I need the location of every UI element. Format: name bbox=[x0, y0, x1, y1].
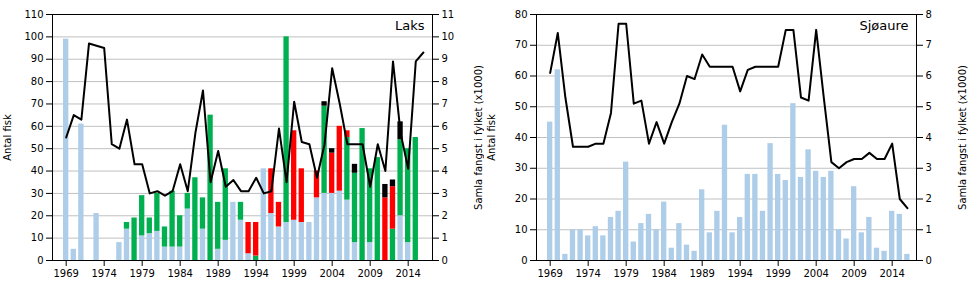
svg-text:9: 9 bbox=[442, 53, 448, 64]
svg-text:1989: 1989 bbox=[689, 268, 714, 279]
svg-text:0: 0 bbox=[442, 255, 448, 266]
svg-text:0: 0 bbox=[926, 255, 932, 266]
svg-text:20: 20 bbox=[31, 210, 44, 221]
svg-text:5: 5 bbox=[926, 101, 932, 112]
svg-text:4: 4 bbox=[442, 165, 448, 176]
svg-text:40: 40 bbox=[515, 132, 528, 143]
svg-text:30: 30 bbox=[31, 188, 44, 199]
svg-text:8: 8 bbox=[926, 9, 932, 20]
svg-text:30: 30 bbox=[515, 162, 528, 173]
svg-text:2004: 2004 bbox=[319, 268, 344, 279]
svg-text:70: 70 bbox=[515, 39, 528, 50]
svg-text:0: 0 bbox=[37, 255, 43, 266]
svg-text:1984: 1984 bbox=[651, 268, 676, 279]
svg-text:7: 7 bbox=[926, 39, 932, 50]
svg-text:70: 70 bbox=[31, 98, 44, 109]
svg-text:1979: 1979 bbox=[129, 268, 154, 279]
svg-text:2: 2 bbox=[442, 210, 448, 221]
svg-text:1999: 1999 bbox=[765, 268, 790, 279]
svg-text:80: 80 bbox=[515, 9, 528, 20]
svg-text:7: 7 bbox=[442, 98, 448, 109]
svg-text:1984: 1984 bbox=[167, 268, 192, 279]
svg-text:Laks: Laks bbox=[395, 18, 425, 33]
svg-text:90: 90 bbox=[31, 53, 44, 64]
svg-text:0: 0 bbox=[521, 255, 527, 266]
svg-text:11: 11 bbox=[442, 9, 455, 20]
svg-text:60: 60 bbox=[31, 121, 44, 132]
svg-text:Antal fisk: Antal fisk bbox=[486, 114, 497, 161]
svg-text:10: 10 bbox=[31, 232, 44, 243]
svg-text:Antal fisk: Antal fisk bbox=[2, 114, 13, 161]
svg-text:1989: 1989 bbox=[205, 268, 230, 279]
svg-text:20: 20 bbox=[515, 193, 528, 204]
svg-text:1974: 1974 bbox=[575, 268, 600, 279]
svg-text:6: 6 bbox=[926, 70, 932, 81]
svg-text:Samla fangst i fylket (x1000): Samla fangst i fylket (x1000) bbox=[957, 65, 968, 210]
svg-text:80: 80 bbox=[31, 76, 44, 87]
svg-text:1999: 1999 bbox=[281, 268, 306, 279]
svg-text:2014: 2014 bbox=[879, 268, 904, 279]
svg-text:2009: 2009 bbox=[841, 268, 866, 279]
svg-text:50: 50 bbox=[515, 101, 528, 112]
svg-text:100: 100 bbox=[24, 31, 43, 42]
svg-text:1969: 1969 bbox=[537, 268, 562, 279]
svg-text:1: 1 bbox=[442, 232, 448, 243]
svg-text:4: 4 bbox=[926, 132, 932, 143]
svg-text:40: 40 bbox=[31, 165, 44, 176]
svg-text:8: 8 bbox=[442, 76, 448, 87]
svg-text:Sjøaure: Sjøaure bbox=[859, 18, 908, 33]
svg-text:1979: 1979 bbox=[613, 268, 638, 279]
svg-text:60: 60 bbox=[515, 70, 528, 81]
svg-text:6: 6 bbox=[442, 121, 448, 132]
svg-text:1994: 1994 bbox=[727, 268, 752, 279]
svg-text:1994: 1994 bbox=[243, 268, 268, 279]
svg-text:10: 10 bbox=[515, 224, 528, 235]
svg-text:50: 50 bbox=[31, 143, 44, 154]
svg-text:3: 3 bbox=[442, 188, 448, 199]
svg-text:1969: 1969 bbox=[53, 268, 78, 279]
svg-text:2004: 2004 bbox=[803, 268, 828, 279]
svg-text:Samla fangst i fylket (x1000): Samla fangst i fylket (x1000) bbox=[473, 65, 484, 210]
svg-text:2: 2 bbox=[926, 193, 932, 204]
svg-text:1974: 1974 bbox=[91, 268, 116, 279]
svg-text:1: 1 bbox=[926, 224, 932, 235]
svg-text:10: 10 bbox=[442, 31, 455, 42]
svg-text:5: 5 bbox=[442, 143, 448, 154]
svg-text:2009: 2009 bbox=[357, 268, 382, 279]
svg-text:110: 110 bbox=[24, 9, 43, 20]
svg-text:3: 3 bbox=[926, 162, 932, 173]
svg-text:2014: 2014 bbox=[395, 268, 420, 279]
